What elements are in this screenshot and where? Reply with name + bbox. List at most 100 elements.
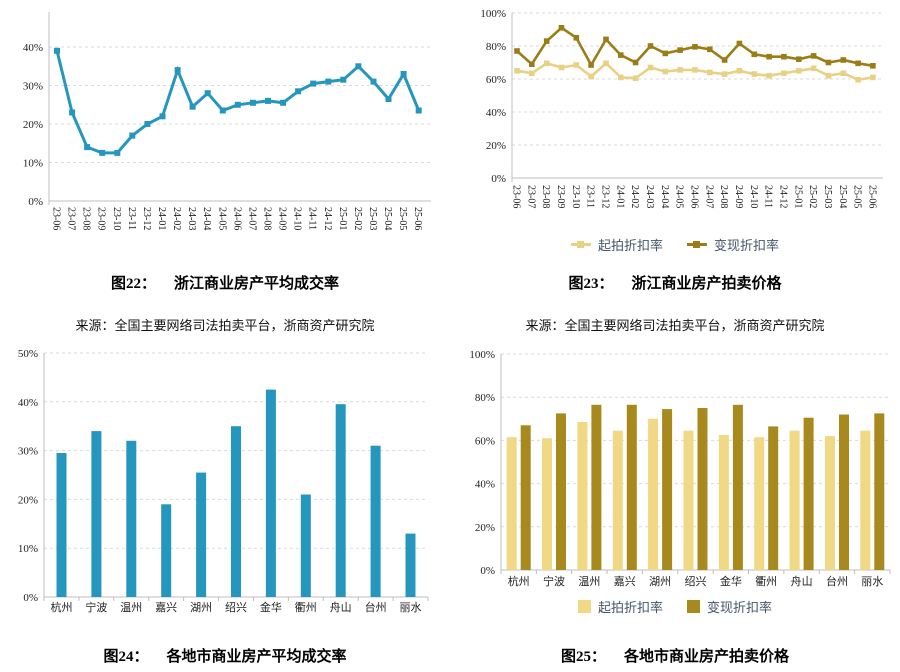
svg-text:24-11: 24-11 bbox=[763, 185, 774, 208]
svg-text:24-04: 24-04 bbox=[201, 207, 212, 230]
fig25-legend: 起拍折扣率 变现折扣率 bbox=[450, 597, 900, 616]
legend-label: 起拍折扣率 bbox=[597, 600, 663, 615]
legend-square-icon bbox=[576, 241, 584, 248]
svg-text:25-06: 25-06 bbox=[866, 185, 877, 208]
svg-text:24-09: 24-09 bbox=[733, 185, 744, 208]
svg-text:60%: 60% bbox=[486, 74, 506, 86]
svg-text:30%: 30% bbox=[18, 446, 38, 458]
legend-item-fig23-0: 起拍折扣率 bbox=[570, 235, 663, 254]
x-axis-labels: 23-06 23-07 23-08 23-09 23-10 23-11 23-12 24-01… bbox=[511, 185, 878, 208]
fig25-bar-chart: 0% 20% 40% 60% 80% 100% 杭州 宁波 温州 嘉兴 湖州 绍兴 金华 衢州 舟山 台州 丽水 bbox=[450, 340, 900, 625]
fig25-caption-label: 图25： bbox=[560, 649, 606, 665]
fig22-caption-title: 浙江商业房产平均成交率 bbox=[174, 276, 340, 292]
svg-text:23-10: 23-10 bbox=[111, 207, 122, 230]
fig24-bar-chart: 0% 10% 20% 30% 40% 50% 杭州 宁波 温州 嘉兴 湖州 绍兴 金华 衢州 舟山 台州 丽水 bbox=[0, 345, 450, 630]
svg-text:杭州: 杭州 bbox=[51, 600, 73, 614]
legend-label: 变现折扣率 bbox=[707, 600, 773, 615]
fig22-plot: 0%10%20%30%40%23-06 23-07 23-08 23-09 23-10 2… bbox=[23, 12, 431, 230]
svg-text:舟山: 舟山 bbox=[330, 600, 352, 614]
svg-text:24-03: 24-03 bbox=[644, 185, 655, 208]
fig22-caption: 图22： 浙江商业房产平均成交率 bbox=[0, 272, 450, 293]
svg-text:舟山: 舟山 bbox=[791, 574, 813, 588]
fig24-caption: 图24： 各地市商业房产平均成交率 bbox=[0, 645, 450, 666]
axes bbox=[511, 13, 883, 182]
y-axis-labels: 0% 10% 20% 30% 40% bbox=[23, 42, 43, 208]
legend-line-marker-icon bbox=[570, 241, 591, 248]
svg-text:台州: 台州 bbox=[826, 574, 848, 588]
svg-text:24-02: 24-02 bbox=[171, 207, 182, 230]
svg-text:0%: 0% bbox=[480, 565, 495, 577]
svg-text:24-09: 24-09 bbox=[277, 207, 288, 230]
legend-swatch-icon bbox=[577, 600, 591, 613]
svg-text:24-10: 24-10 bbox=[748, 185, 759, 208]
svg-text:25-03: 25-03 bbox=[822, 185, 833, 208]
svg-text:25-02: 25-02 bbox=[352, 207, 363, 230]
svg-text:24-03: 24-03 bbox=[186, 207, 197, 230]
svg-text:23-07: 23-07 bbox=[66, 207, 77, 230]
svg-text:杭州: 杭州 bbox=[508, 574, 530, 588]
svg-text:24-12: 24-12 bbox=[777, 185, 788, 208]
svg-text:25-01: 25-01 bbox=[337, 207, 348, 230]
svg-text:绍兴: 绍兴 bbox=[685, 574, 707, 588]
x-axis-labels: 23-06 23-07 23-08 23-09 23-10 23-11 23-12 24-01… bbox=[51, 207, 424, 230]
svg-text:24-02: 24-02 bbox=[629, 185, 640, 208]
svg-text:20%: 20% bbox=[23, 119, 43, 131]
svg-text:20%: 20% bbox=[486, 140, 506, 152]
legend-item-fig23-1: 变现折扣率 bbox=[687, 235, 779, 254]
fig25-caption: 图25： 各地市商业房产拍卖价格 bbox=[450, 645, 900, 666]
legend-square-icon bbox=[693, 241, 700, 248]
svg-text:40%: 40% bbox=[18, 397, 38, 409]
svg-text:金华: 金华 bbox=[260, 600, 282, 614]
svg-text:23-12: 23-12 bbox=[600, 185, 611, 208]
svg-text:24-04: 24-04 bbox=[659, 185, 670, 208]
svg-text:25-04: 25-04 bbox=[382, 207, 393, 230]
svg-text:23-09: 23-09 bbox=[96, 207, 107, 230]
source-note-right: 来源：全国主要网络司法拍卖平台，浙商资产研究院 bbox=[525, 318, 825, 333]
svg-text:25-05: 25-05 bbox=[397, 207, 408, 230]
svg-text:24-12: 24-12 bbox=[322, 207, 333, 230]
svg-text:24-05: 24-05 bbox=[674, 185, 685, 208]
series-1-line bbox=[514, 25, 876, 69]
svg-text:25-05: 25-05 bbox=[852, 185, 863, 208]
svg-text:20%: 20% bbox=[475, 522, 495, 534]
fig23-caption-label: 图23： bbox=[568, 276, 614, 292]
svg-text:23-06: 23-06 bbox=[51, 207, 62, 230]
svg-text:23-07: 23-07 bbox=[525, 185, 536, 208]
svg-text:40%: 40% bbox=[23, 42, 43, 54]
legend-item-fig25-0: 起拍折扣率 bbox=[577, 597, 663, 616]
legend-item-fig25-1: 变现折扣率 bbox=[687, 597, 772, 616]
svg-text:24-06: 24-06 bbox=[231, 207, 242, 230]
svg-text:60%: 60% bbox=[475, 435, 495, 447]
svg-text:23-12: 23-12 bbox=[141, 207, 152, 230]
svg-text:20%: 20% bbox=[18, 494, 38, 506]
svg-text:23-08: 23-08 bbox=[81, 207, 92, 230]
x-axis-labels: 杭州 宁波 温州 嘉兴 湖州 绍兴 金华 衢州 舟山 台州 丽水 bbox=[508, 574, 884, 588]
svg-text:温州: 温州 bbox=[120, 601, 142, 614]
svg-text:23-08: 23-08 bbox=[540, 185, 551, 208]
fig22-caption-label: 图22： bbox=[110, 276, 156, 292]
svg-text:金华: 金华 bbox=[720, 574, 742, 588]
series-0-line bbox=[54, 47, 422, 156]
svg-text:丽水: 丽水 bbox=[861, 575, 883, 588]
svg-text:25-01: 25-01 bbox=[792, 185, 803, 208]
svg-text:23-11: 23-11 bbox=[585, 185, 596, 208]
legend-line-marker-icon bbox=[687, 241, 707, 248]
svg-text:衢州: 衢州 bbox=[295, 601, 317, 614]
svg-text:0%: 0% bbox=[28, 196, 43, 208]
svg-text:24-07: 24-07 bbox=[246, 207, 257, 230]
svg-text:23-11: 23-11 bbox=[126, 207, 137, 230]
svg-text:嘉兴: 嘉兴 bbox=[614, 574, 636, 588]
legend-label: 变现折扣率 bbox=[714, 238, 780, 253]
y-axis-labels: 0% 10% 20% 30% 40% 50% bbox=[18, 348, 38, 604]
gridlines bbox=[49, 46, 431, 163]
svg-text:23-09: 23-09 bbox=[555, 185, 566, 208]
svg-text:23-06: 23-06 bbox=[511, 185, 522, 208]
fig23-caption: 图23： 浙江商业房产拍卖价格 bbox=[450, 272, 900, 293]
svg-text:24-11: 24-11 bbox=[307, 207, 318, 230]
svg-text:80%: 80% bbox=[475, 392, 495, 404]
series-0-bars bbox=[56, 389, 416, 597]
y-axis-labels: 0% 20% 40% 60% 80% 100% bbox=[469, 349, 495, 577]
svg-text:衢州: 衢州 bbox=[755, 575, 777, 588]
fig23-legend: 起拍折扣率 变现折扣率 bbox=[450, 235, 900, 254]
